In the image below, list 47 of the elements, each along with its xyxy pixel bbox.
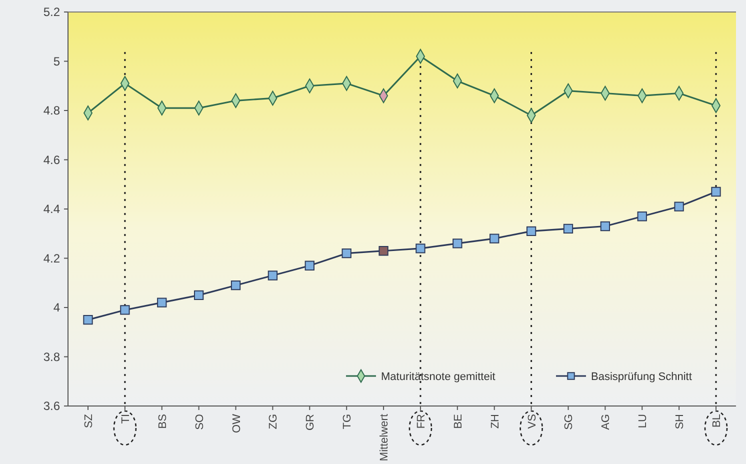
x-tick-label: ZG: [268, 414, 280, 430]
x-tick-label: BE: [452, 414, 464, 429]
x-tick-label: TI: [120, 414, 132, 424]
x-tick-label: SH: [674, 414, 686, 430]
x-tick-label: Mittelwert: [378, 414, 391, 462]
y-tick-label: 4.8: [43, 104, 60, 118]
x-tick-label: FR: [415, 414, 428, 429]
x-tick-label: GR: [304, 414, 317, 430]
point: [711, 186, 721, 197]
y-tick-label: 3.8: [43, 350, 60, 364]
y-tick-label: 4.2: [43, 251, 60, 266]
point: [452, 238, 462, 248]
point: [600, 221, 610, 232]
x-tick-label: OW: [230, 413, 243, 433]
x-tick-label: BL: [711, 414, 723, 428]
legend-label: Basisprüfung Schnitt: [591, 370, 692, 383]
point: [563, 224, 574, 234]
point: [637, 212, 647, 222]
x-tick-label: TG: [342, 414, 354, 430]
point: [378, 246, 388, 256]
point: [304, 260, 314, 270]
x-tick-label: VS: [526, 414, 538, 429]
y-tick-label: 4.4: [43, 202, 60, 216]
point: [157, 298, 167, 308]
x-tick-label: SO: [194, 414, 206, 430]
point: [490, 234, 500, 244]
point: [416, 244, 426, 254]
point: [83, 314, 93, 325]
point: [674, 202, 684, 212]
point: [526, 226, 536, 236]
x-tick-label: ZH: [489, 414, 502, 429]
x-tick-label: BS: [156, 414, 169, 429]
point: [120, 305, 130, 315]
x-tick-label: LU: [637, 414, 650, 428]
x-tick-label: SZ: [83, 414, 95, 428]
y-tick-label: 4: [53, 300, 60, 315]
y-tick-label: 5.2: [43, 5, 60, 20]
y-tick-label: 3.6: [43, 399, 60, 414]
point: [342, 248, 352, 258]
x-tick-label: AG: [600, 414, 612, 430]
y-tick-label: 5: [53, 54, 60, 68]
point: [230, 280, 241, 290]
y-tick-label: 4.6: [43, 152, 60, 167]
x-tick-label: SG: [563, 414, 576, 430]
legend-label: Maturitätsnote gemitteit: [381, 370, 496, 383]
point: [268, 270, 278, 280]
point: [194, 290, 204, 300]
